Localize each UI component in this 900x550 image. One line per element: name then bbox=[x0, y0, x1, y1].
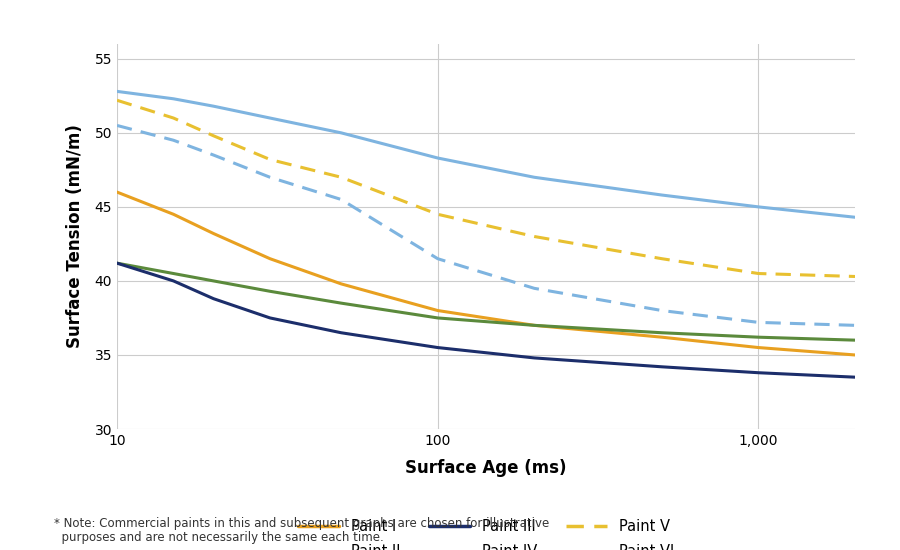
X-axis label: Surface Age (ms): Surface Age (ms) bbox=[405, 459, 567, 477]
Text: * Note: Commercial paints in this and subsequent graphs are chosen for illustrat: * Note: Commercial paints in this and su… bbox=[54, 516, 549, 544]
Legend: Paint I, Paint II, Paint III, Paint IV, Paint V, Paint VI: Paint I, Paint II, Paint III, Paint IV, … bbox=[292, 513, 680, 550]
Y-axis label: Surface Tension (mN/m): Surface Tension (mN/m) bbox=[66, 124, 84, 349]
